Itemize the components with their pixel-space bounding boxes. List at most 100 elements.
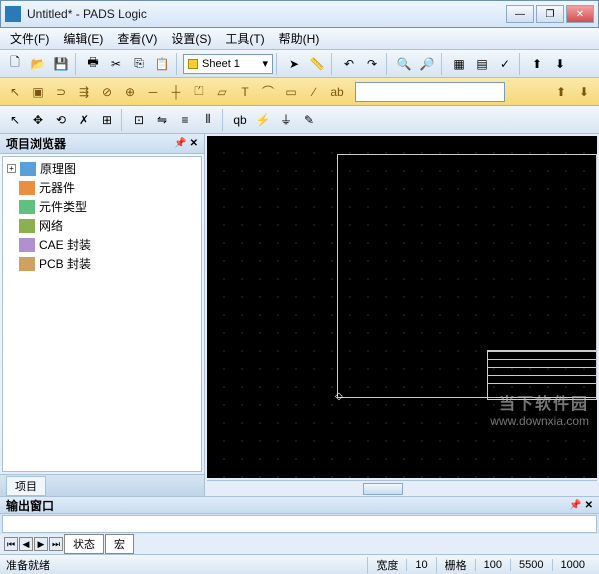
status-width-label: 宽度: [367, 557, 406, 573]
line-icon[interactable]: ∕: [303, 81, 325, 103]
tab-status[interactable]: 状态: [64, 534, 104, 554]
minimize-button[interactable]: —: [506, 5, 534, 23]
port-icon[interactable]: ▱: [211, 81, 233, 103]
tree-node-pcb[interactable]: PCB 封装: [5, 254, 199, 273]
find-icon[interactable]: 🔎: [416, 53, 438, 75]
toolbar-separator: [176, 53, 180, 75]
cursor-icon[interactable]: ↖: [4, 81, 26, 103]
cut-icon[interactable]: ✂: [105, 53, 127, 75]
first-icon[interactable]: ⏮: [4, 537, 18, 551]
toolbar-separator: [441, 53, 445, 75]
tree-label: 元件类型: [39, 198, 87, 215]
horizontal-scrollbar[interactable]: [207, 480, 597, 496]
hierarchy-icon[interactable]: ▣: [27, 81, 49, 103]
duplicate-icon[interactable]: ⊞: [96, 109, 118, 131]
output-title-bar: 输出窗口 📌 ✕: [0, 496, 599, 514]
rect-icon[interactable]: ▭: [280, 81, 302, 103]
delete-icon[interactable]: ✗: [73, 109, 95, 131]
tree-node-cae[interactable]: CAE 封装: [5, 235, 199, 254]
menu-tools[interactable]: 工具(T): [219, 28, 270, 49]
junction-icon[interactable]: ┼: [165, 81, 187, 103]
save-icon[interactable]: 💾: [50, 53, 72, 75]
status-x: 5500: [510, 559, 551, 571]
offpage-icon[interactable]: ⊘: [96, 81, 118, 103]
tree-label: 网络: [39, 217, 63, 234]
next-icon[interactable]: ▶: [34, 537, 48, 551]
select-icon[interactable]: ➤: [283, 53, 305, 75]
nav-down-icon[interactable]: ⬇: [573, 81, 595, 103]
new-icon[interactable]: 🗋: [4, 53, 26, 75]
pointer-icon[interactable]: ↖: [4, 109, 26, 131]
last-icon[interactable]: ⏭: [49, 537, 63, 551]
rotate-icon[interactable]: ⟲: [50, 109, 72, 131]
wire-icon[interactable]: ─: [142, 81, 164, 103]
schematic-canvas[interactable]: ◇ 当下软件园 www.downxia.com: [207, 136, 597, 478]
refdes-icon[interactable]: qb: [229, 109, 251, 131]
redo-icon[interactable]: ↷: [361, 53, 383, 75]
app-icon: [5, 6, 21, 22]
menu-view[interactable]: 查看(V): [111, 28, 163, 49]
tab-macro[interactable]: 宏: [105, 534, 134, 554]
project-tree[interactable]: + 原理图 元器件 元件类型 网络 CAE 封装 PCB: [2, 156, 202, 472]
toolbar-edit: ↖ ✥ ⟲ ✗ ⊞ ⊡ ⇋ ≡ ⦀ qb ⚡ ⏚ ✎: [0, 106, 599, 134]
print-icon[interactable]: 🖶: [82, 53, 104, 75]
close-button[interactable]: ✕: [566, 5, 594, 23]
down-icon[interactable]: ⬇: [549, 53, 571, 75]
toolbar-separator: [331, 53, 335, 75]
window-title: Untitled* - PADS Logic: [27, 7, 506, 21]
ground-icon[interactable]: ⏚: [275, 109, 297, 131]
tree-node-components[interactable]: 元器件: [5, 178, 199, 197]
toolbar-separator: [276, 53, 280, 75]
pin-icon[interactable]: 📌 ✕: [174, 138, 198, 149]
output-body[interactable]: [2, 515, 597, 533]
sheet-selector[interactable]: Sheet 1 ▾: [183, 54, 273, 74]
text-icon[interactable]: T: [234, 81, 256, 103]
toolbar-separator: [75, 53, 79, 75]
distribute-icon[interactable]: ⦀: [197, 109, 219, 131]
tag-icon[interactable]: ⏍: [188, 81, 210, 103]
nav-up-icon[interactable]: ⬆: [550, 81, 572, 103]
maximize-button[interactable]: ❐: [536, 5, 564, 23]
tree-node-nets[interactable]: 网络: [5, 216, 199, 235]
scrollbar-thumb[interactable]: [363, 483, 403, 495]
bus-icon[interactable]: ⇶: [73, 81, 95, 103]
gate-icon[interactable]: ⊃: [50, 81, 72, 103]
zoom-icon[interactable]: 🔍: [393, 53, 415, 75]
flip-icon[interactable]: ⇋: [151, 109, 173, 131]
prev-icon[interactable]: ◀: [19, 537, 33, 551]
sidebar-title: 项目浏览器: [6, 135, 66, 152]
align-icon[interactable]: ≡: [174, 109, 196, 131]
paste-icon[interactable]: 📋: [151, 53, 173, 75]
tree-node-parttypes[interactable]: 元件类型: [5, 197, 199, 216]
net-icon: [19, 219, 35, 233]
props-icon[interactable]: ▦: [448, 53, 470, 75]
menu-edit[interactable]: 编辑(E): [57, 28, 109, 49]
status-width-val: 10: [406, 559, 435, 571]
up-icon[interactable]: ⬆: [526, 53, 548, 75]
tab-project[interactable]: 项目: [6, 476, 46, 496]
menu-help[interactable]: 帮助(H): [273, 28, 326, 49]
drc-icon[interactable]: ✓: [494, 53, 516, 75]
status-grid-label: 栅格: [436, 557, 475, 573]
menu-file[interactable]: 文件(F): [4, 28, 55, 49]
connection-icon[interactable]: ⊕: [119, 81, 141, 103]
tree-node-schematic[interactable]: + 原理图: [5, 159, 199, 178]
arc-icon[interactable]: ⌒: [257, 81, 279, 103]
style-combo[interactable]: [355, 82, 505, 102]
measure-icon[interactable]: 📏: [306, 53, 328, 75]
menu-bar: 文件(F) 编辑(E) 查看(V) 设置(S) 工具(T) 帮助(H): [0, 28, 599, 50]
undo-icon[interactable]: ↶: [338, 53, 360, 75]
menu-setup[interactable]: 设置(S): [165, 28, 217, 49]
check-icon[interactable]: ✎: [298, 109, 320, 131]
group-icon[interactable]: ⊡: [128, 109, 150, 131]
canvas-area: ◇ 当下软件园 www.downxia.com: [205, 134, 599, 496]
open-icon[interactable]: 📂: [27, 53, 49, 75]
status-y: 1000: [552, 559, 593, 571]
parttype-icon: [19, 200, 35, 214]
copy-icon[interactable]: ⎘: [128, 53, 150, 75]
power-icon[interactable]: ⚡: [252, 109, 274, 131]
expand-icon[interactable]: +: [7, 164, 16, 173]
layers-icon[interactable]: ▤: [471, 53, 493, 75]
label-icon[interactable]: ab: [326, 81, 348, 103]
move-icon[interactable]: ✥: [27, 109, 49, 131]
